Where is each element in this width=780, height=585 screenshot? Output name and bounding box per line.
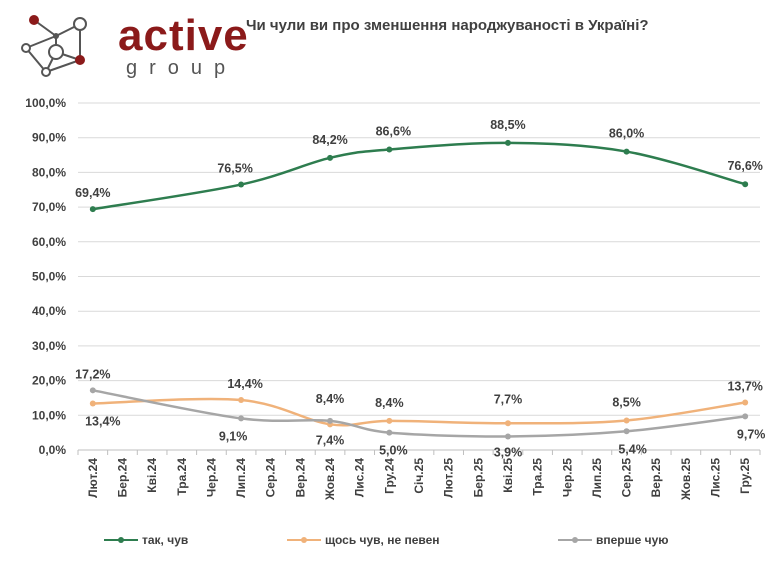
data-point-shchos-chuv (742, 399, 749, 406)
data-label-tak-chuv: 86,6% (376, 124, 411, 138)
y-tick-label: 60,0% (32, 235, 66, 249)
data-point-tak-chuv (742, 181, 749, 188)
x-tick-label: Бер.25 (471, 458, 485, 498)
y-tick-label: 100,0% (25, 96, 66, 110)
molecule-icon (21, 15, 87, 77)
x-tick-label: Сер.25 (620, 458, 634, 498)
chart-legend: так, чув щось чув, не певен вперше чую (0, 533, 780, 553)
legend-swatch-green (104, 537, 138, 543)
x-tick-label: Вер.24 (293, 458, 307, 498)
y-tick-label: 70,0% (32, 200, 66, 214)
x-tick-label: Бер.24 (115, 458, 129, 498)
data-label-tak-chuv: 76,6% (727, 159, 762, 173)
data-point-vpershe-chuiu (623, 428, 630, 435)
data-label-vpershe-chuiu: 17,2% (75, 367, 110, 381)
series-line-shchos-chuv (92, 397, 746, 427)
x-tick-label: Вер.25 (649, 458, 663, 498)
legend-label: щось чув, не певен (325, 533, 440, 547)
data-label-tak-chuv: 76,5% (217, 162, 252, 176)
data-point-vpershe-chuiu (89, 387, 96, 394)
x-tick-label: Тра.25 (531, 458, 545, 496)
data-point-shchos-chuv (386, 417, 393, 424)
y-tick-label: 20,0% (32, 374, 66, 388)
legend-swatch-gray (558, 537, 592, 543)
legend-swatch-orange (287, 537, 321, 543)
data-label-vpershe-chuiu: 9,1% (219, 429, 248, 443)
active-group-logo: active group (18, 12, 248, 82)
data-point-vpershe-chuiu (504, 433, 511, 440)
x-tick-label: Кві.25 (501, 458, 515, 493)
legend-item-tak-chuv: так, чув (104, 533, 188, 547)
y-tick-label: 50,0% (32, 270, 66, 284)
chart-title: Чи чули ви про зменшення народжуваності … (246, 17, 649, 34)
x-tick-label: Гру.24 (382, 458, 396, 494)
x-tick-label: Кві.24 (145, 458, 159, 493)
legend-item-shchos-chuv: щось чув, не певен (287, 533, 440, 547)
x-tick-label: Лют.25 (442, 458, 456, 498)
legend-label: так, чув (142, 533, 189, 547)
data-point-tak-chuv (623, 148, 630, 155)
data-point-tak-chuv (327, 154, 334, 161)
series-line-vpershe-chuiu (92, 389, 746, 438)
x-tick-label: Тра.24 (175, 458, 189, 496)
data-point-tak-chuv (89, 206, 96, 213)
y-tick-label: 90,0% (32, 131, 66, 145)
x-tick-label: Лип.25 (590, 458, 604, 498)
data-label-shchos-chuv: 7,4% (316, 433, 345, 447)
x-tick-label: Гру.25 (738, 458, 752, 494)
data-label-tak-chuv: 86,0% (609, 127, 644, 141)
brand-subtitle: group (126, 57, 238, 79)
data-point-shchos-chuv (89, 400, 96, 407)
data-label-shchos-chuv: 7,7% (494, 392, 523, 406)
data-point-vpershe-chuiu (386, 429, 393, 436)
data-label-shchos-chuv: 8,4% (375, 396, 404, 410)
data-label-shchos-chuv: 8,5% (612, 396, 641, 410)
x-tick-label: Чер.25 (560, 458, 574, 497)
x-tick-label: Лип.24 (234, 458, 248, 498)
x-tick-label: Січ.25 (412, 458, 426, 494)
y-tick-label: 0,0% (39, 443, 67, 457)
data-label-vpershe-chuiu: 3,9% (494, 445, 523, 459)
data-point-vpershe-chuiu (327, 417, 334, 424)
data-label-shchos-chuv: 14,4% (227, 377, 262, 391)
series-line-tak-chuv (92, 141, 746, 211)
x-tick-label: Лис.25 (709, 458, 723, 497)
y-tick-label: 10,0% (32, 408, 66, 422)
data-point-vpershe-chuiu (742, 413, 749, 420)
data-point-shchos-chuv (504, 420, 511, 427)
y-tick-label: 30,0% (32, 339, 66, 353)
y-tick-label: 80,0% (32, 165, 66, 179)
x-tick-label: Жов.24 (323, 458, 337, 501)
data-label-vpershe-chuiu: 5,4% (618, 442, 647, 456)
data-label-vpershe-chuiu: 9,7% (737, 427, 766, 441)
data-label-shchos-chuv: 13,7% (727, 379, 762, 393)
data-point-shchos-chuv (238, 397, 245, 404)
data-point-vpershe-chuiu (238, 415, 245, 422)
brand-name: active (118, 11, 249, 60)
data-point-tak-chuv (386, 146, 393, 153)
legend-label: вперше чую (596, 533, 669, 547)
data-label-tak-chuv: 69,4% (75, 186, 110, 200)
data-point-tak-chuv (238, 181, 245, 188)
header: active group Чи чули ви про зменшення на… (0, 0, 780, 90)
data-label-vpershe-chuiu: 8,4% (316, 392, 345, 406)
x-tick-label: Лют.24 (86, 458, 100, 498)
data-point-shchos-chuv (623, 417, 630, 424)
data-label-tak-chuv: 84,2% (312, 133, 347, 147)
x-tick-label: Жов.25 (679, 458, 693, 501)
x-tick-label: Сер.24 (264, 458, 278, 498)
x-tick-label: Чер.24 (204, 458, 218, 497)
data-point-tak-chuv (504, 139, 511, 146)
data-label-vpershe-chuiu: 5,0% (379, 444, 408, 458)
data-label-shchos-chuv: 13,4% (85, 415, 120, 429)
y-tick-label: 40,0% (32, 304, 66, 318)
x-tick-label: Лис.24 (353, 458, 367, 497)
data-label-tak-chuv: 88,5% (490, 118, 525, 132)
legend-item-vpershe-chuiu: вперше чую (558, 533, 669, 547)
